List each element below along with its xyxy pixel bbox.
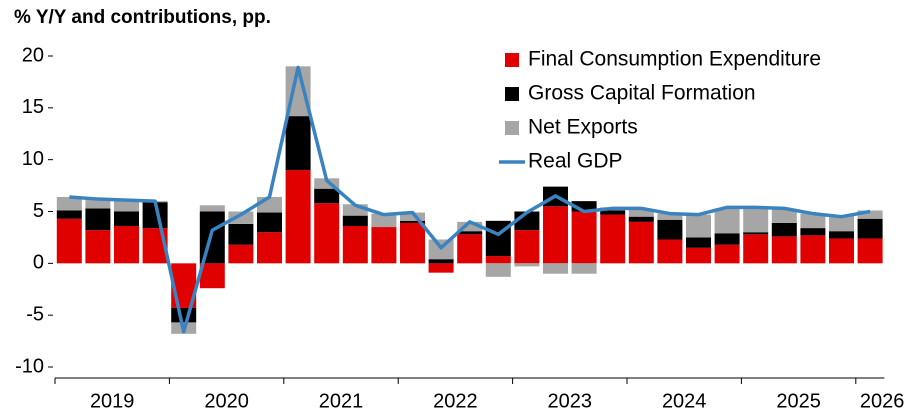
bar-segment (657, 219, 683, 240)
x-tick-label: 2022 (433, 390, 478, 412)
bar-segment (257, 232, 282, 264)
bar-segment (800, 213, 826, 229)
x-tick-label: 2023 (548, 390, 593, 412)
bar-segment (56, 196, 82, 211)
bar-segment (686, 247, 711, 264)
y-tick-label: -5 (26, 303, 44, 325)
y-tick-label: 15 (22, 96, 44, 118)
bar-segment (342, 226, 368, 264)
bar-segment (257, 196, 282, 213)
bar-segment (114, 226, 139, 264)
line (69, 65, 871, 334)
bar-segment (56, 210, 82, 219)
bar-segment (400, 220, 425, 223)
bar-segment (85, 230, 111, 264)
bar-segment (714, 244, 740, 264)
legend-label: Net Exports (528, 116, 638, 139)
bar-segment (771, 236, 797, 264)
bar-segment (800, 228, 826, 236)
bar-segment (800, 235, 826, 264)
y-tick-label: 0 (33, 252, 44, 274)
bar-segment (628, 216, 654, 222)
bar-segment (114, 211, 139, 227)
bar-segment (371, 227, 397, 264)
bar-segment (85, 200, 111, 209)
legend-swatch (505, 121, 519, 135)
bar-segment (285, 170, 311, 264)
bar-segment (628, 221, 654, 264)
bar-segment (228, 211, 254, 224)
y-tick-label: 10 (22, 148, 44, 170)
legend-swatch (505, 87, 519, 101)
bar-segment (600, 214, 626, 264)
bar-segment (199, 263, 225, 289)
bar-segment (857, 238, 883, 264)
bar-segment (457, 231, 483, 235)
bar-segment (686, 237, 711, 248)
bar-segment (829, 215, 854, 232)
chart-title: % Y/Y and contributions, pp. (14, 7, 271, 28)
x-tick-label: 2021 (319, 390, 364, 412)
bar-segment (228, 223, 254, 245)
bar-segment (85, 208, 111, 231)
y-tick-label: 20 (22, 44, 44, 66)
bar-segment (628, 209, 654, 217)
bar-segment (571, 263, 597, 274)
x-tick-label: 2026 (860, 390, 905, 412)
bar-segment (829, 238, 854, 264)
bar-segment (857, 210, 883, 219)
bar-segment (571, 211, 597, 264)
x-tick-label: 2019 (90, 390, 135, 412)
bar-segment (56, 218, 82, 264)
bar-segment (771, 209, 797, 223)
bar-segment (228, 244, 254, 264)
bar-segment (543, 263, 568, 274)
bar-segment (771, 222, 797, 237)
bar-segment (485, 256, 511, 264)
bar-segment (657, 239, 683, 264)
bar-segment (829, 231, 854, 239)
bar-segment (743, 207, 769, 233)
bar-segment (285, 116, 311, 171)
legend-label: Gross Capital Formation (528, 82, 756, 105)
bar-segment (714, 233, 740, 245)
bar-segment (400, 212, 425, 221)
bar-segment (371, 213, 397, 228)
bar-segment (543, 206, 568, 264)
bar-segment (114, 201, 139, 212)
bar-segment (428, 259, 454, 264)
bar-segment (171, 307, 197, 323)
y-tick-label: 5 (33, 200, 44, 222)
legend-label: Real GDP (528, 150, 623, 173)
bar-segment (657, 213, 683, 220)
bar-segment (314, 203, 340, 264)
legend-label: Final Consumption Expenditure (528, 48, 821, 71)
bar-segment (857, 218, 883, 239)
bar-segment (571, 201, 597, 212)
bar-segment (743, 234, 769, 264)
legend-swatch (505, 53, 519, 67)
bar-segment (400, 222, 425, 264)
bar-segment (600, 210, 626, 215)
x-tick-label: 2020 (204, 390, 249, 412)
bar-segment (485, 263, 511, 277)
x-tick-label: 2024 (662, 390, 707, 412)
bar-segment (428, 263, 454, 273)
bar-segment (514, 230, 540, 264)
bar-segment (714, 208, 740, 234)
bar-segment (342, 215, 368, 227)
bar-segment (314, 188, 340, 204)
bar-segment (457, 221, 483, 232)
bar-segment (743, 232, 769, 235)
x-tick-label: 2025 (776, 390, 821, 412)
bar-segment (199, 205, 225, 212)
bar-segment (686, 214, 711, 238)
bar-segment (314, 178, 340, 189)
bar-segment (457, 234, 483, 264)
bar-segment (257, 212, 282, 233)
bar-segment (514, 263, 540, 267)
y-tick-label: -10 (15, 355, 44, 377)
bar-segment (342, 204, 368, 216)
